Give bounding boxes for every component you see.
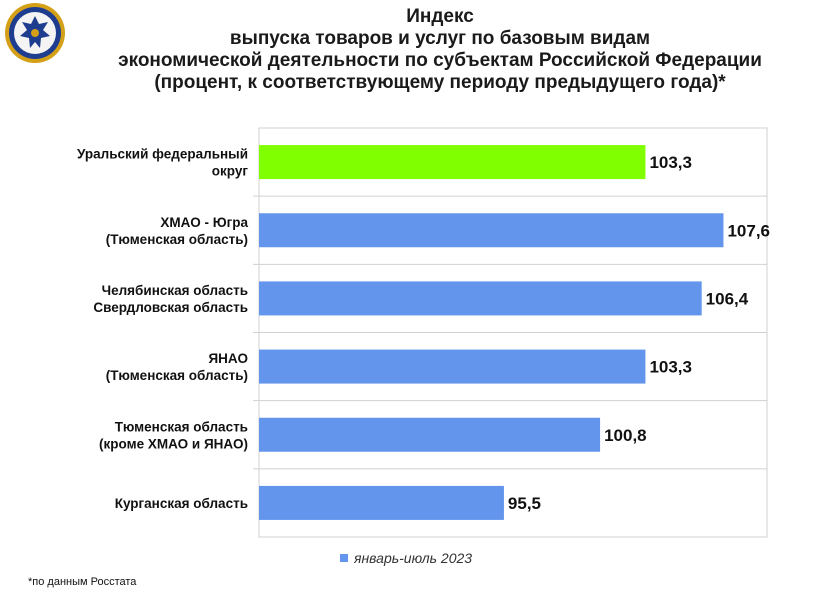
legend-label: январь-июль 2023 — [354, 550, 473, 566]
legend-swatch — [340, 554, 348, 562]
data-label: 106,4 — [706, 289, 749, 308]
bar — [259, 349, 646, 384]
rosstat-eagle-emblem-icon — [5, 3, 65, 63]
data-label: 100,8 — [604, 426, 647, 445]
bar — [259, 485, 504, 520]
title-line-1: Индекс — [406, 6, 474, 27]
category-label: Курганская область — [115, 496, 248, 511]
title-line-4: (процент, к соответствующему периоду пре… — [154, 72, 726, 93]
title-line-2: выпуска товаров и услуг по базовым видам — [229, 28, 651, 49]
data-label: 107,6 — [727, 221, 770, 240]
category-label: (кроме ХМАО и ЯНАО) — [99, 436, 248, 451]
category-label: Тюменская область — [115, 419, 248, 434]
footnote: *по данным Росстата — [28, 576, 137, 588]
chart-title: Индекс выпуска товаров и услуг по базовы… — [60, 6, 820, 94]
legend: январь-июль 2023 — [340, 550, 472, 566]
bar — [259, 213, 724, 248]
category-label: (Тюменская область) — [106, 232, 248, 247]
category-label: ХМАО - Югра — [160, 215, 248, 230]
category-label: ЯНАО — [208, 351, 248, 366]
category-label: (Тюменская область) — [106, 368, 248, 383]
data-label: 95,5 — [508, 494, 541, 513]
data-label: 103,3 — [649, 358, 692, 377]
bar — [259, 145, 646, 180]
data-label: 103,3 — [649, 153, 692, 172]
category-label: Уральский федеральный — [77, 147, 248, 162]
category-label: Свердловская область — [93, 300, 248, 315]
category-label: округ — [212, 164, 249, 179]
bar — [259, 417, 601, 452]
title-line-3: экономической деятельности по субъектам … — [118, 50, 762, 71]
bar — [259, 281, 702, 316]
category-label: Челябинская область — [102, 283, 248, 298]
